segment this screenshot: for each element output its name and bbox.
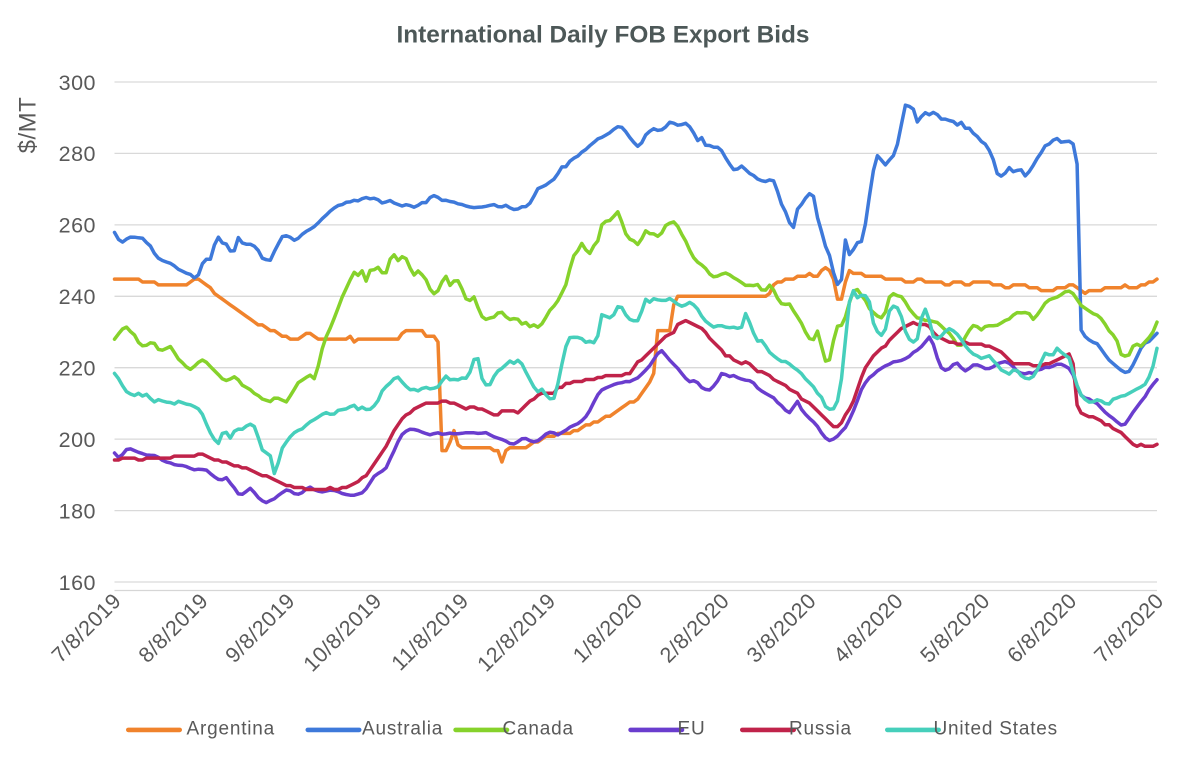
svg-text:300: 300 <box>59 71 96 95</box>
svg-text:Canada: Canada <box>503 719 574 740</box>
svg-text:220: 220 <box>59 357 96 381</box>
svg-text:International Daily FOB Export: International Daily FOB Export Bids <box>397 22 810 49</box>
svg-text:Australia: Australia <box>362 719 443 740</box>
svg-text:United States: United States <box>934 719 1058 740</box>
svg-text:280: 280 <box>59 142 96 166</box>
svg-text:160: 160 <box>59 571 96 595</box>
svg-text:Russia: Russia <box>789 719 852 740</box>
svg-text:180: 180 <box>59 499 96 523</box>
svg-text:200: 200 <box>59 428 96 452</box>
svg-text:240: 240 <box>59 285 96 309</box>
svg-text:$/MT: $/MT <box>15 97 42 154</box>
svg-text:260: 260 <box>59 214 96 238</box>
svg-text:Argentina: Argentina <box>187 719 276 740</box>
svg-text:EU: EU <box>678 719 706 740</box>
